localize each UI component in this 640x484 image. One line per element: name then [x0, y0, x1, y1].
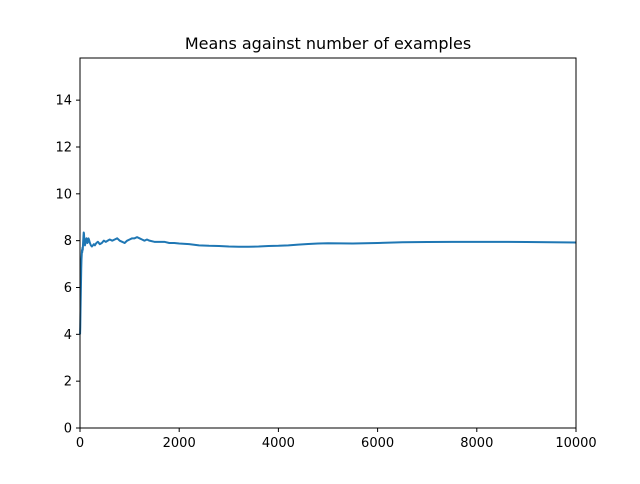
y-tick-label: 2 — [64, 375, 72, 390]
x-axis-ticks: 0 2000 4000 6000 8000 10000 — [76, 428, 597, 451]
x-tick-label: 6000 — [361, 436, 394, 451]
x-tick-label: 2000 — [163, 436, 196, 451]
y-tick-label: 10 — [55, 187, 72, 202]
y-tick-label: 14 — [55, 94, 72, 109]
x-tick-label: 8000 — [460, 436, 493, 451]
y-axis-ticks: 0 2 4 6 8 10 12 14 — [55, 94, 80, 437]
y-tick-label: 4 — [64, 328, 72, 343]
plot-series-group — [79, 231, 577, 335]
chart-title: Means against number of examples — [185, 34, 471, 53]
x-tick-label: 0 — [76, 436, 84, 451]
x-tick-label: 4000 — [262, 436, 295, 451]
y-tick-label: 12 — [55, 140, 72, 155]
y-tick-label: 8 — [64, 234, 72, 249]
plot-area-frame — [79, 57, 577, 429]
x-tick-label: 10000 — [555, 436, 596, 451]
series-line — [79, 231, 577, 335]
y-tick-label: 0 — [64, 422, 72, 437]
y-tick-label: 6 — [64, 281, 72, 296]
